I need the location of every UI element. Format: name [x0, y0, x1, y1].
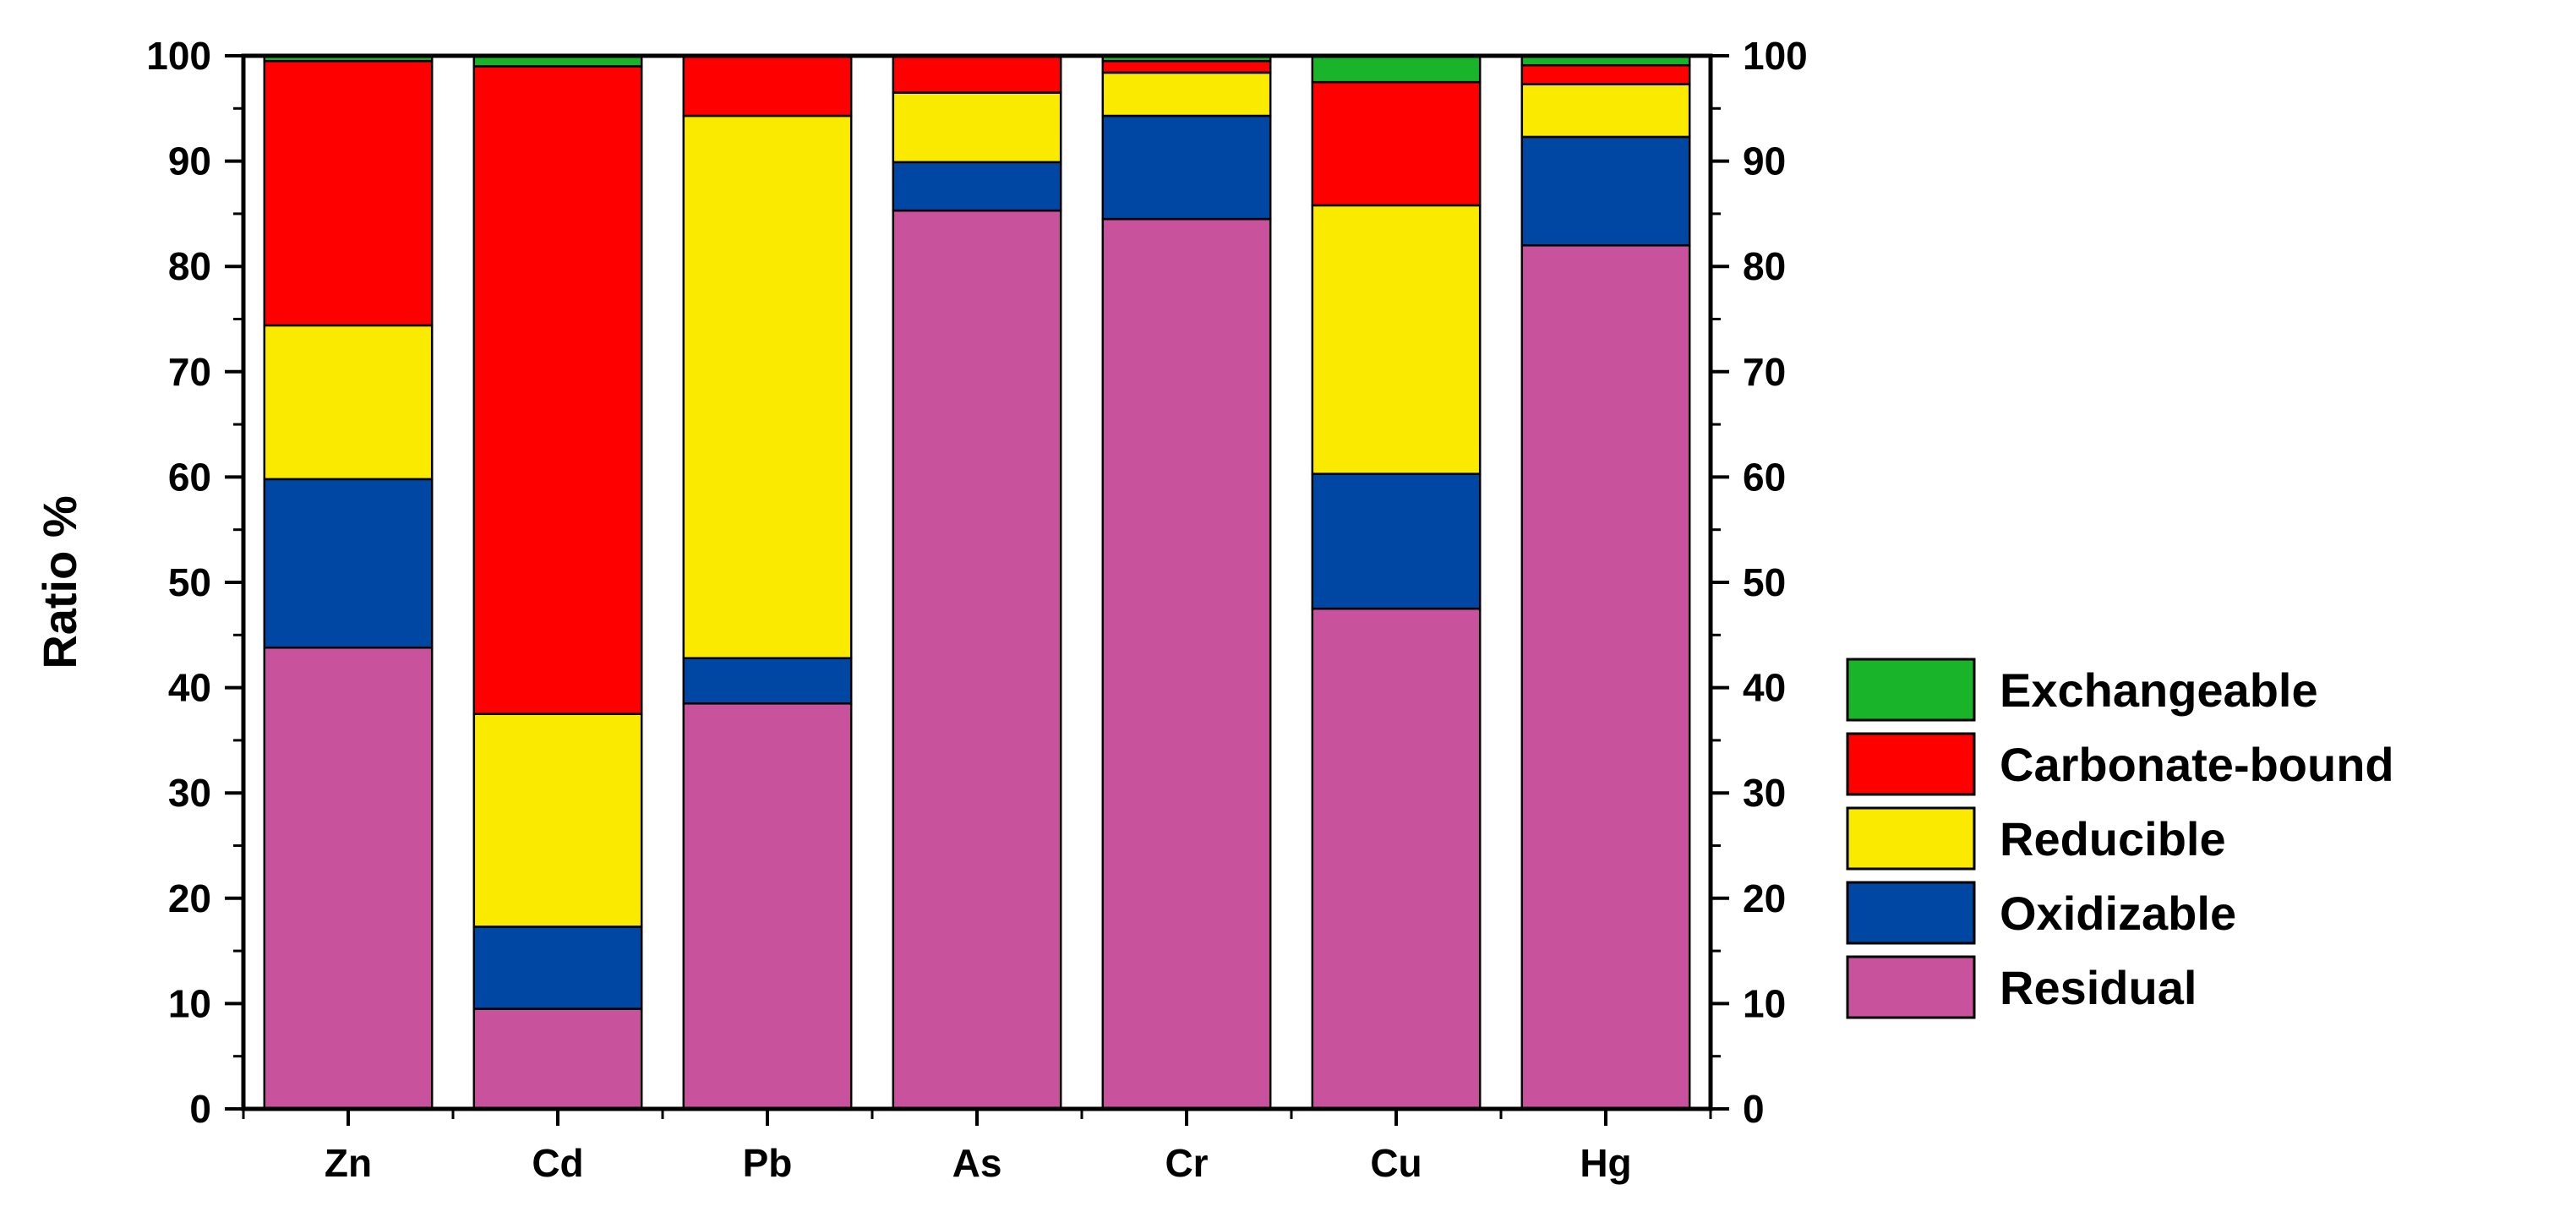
bar-Pb-oxidizable: [682, 657, 853, 705]
y-tick-label-right: 20: [1743, 876, 1786, 920]
y-tick-label-left: 80: [168, 244, 211, 288]
bar-Cu-exchangeable: [1311, 54, 1482, 84]
y-tick-label-left: 20: [168, 876, 211, 920]
y-tick-label-right: 40: [1743, 666, 1786, 710]
bar-Cd-oxidizable: [472, 925, 643, 1010]
bar-Hg-carbonate-bound: [1520, 63, 1691, 85]
x-tick-label-cu: Cu: [1370, 1141, 1422, 1185]
ticks-layer: 0 0 10 10 20 20 30 30 40 40 50 50 60 60 70 70 80 80 90 90 10…: [146, 34, 1808, 1185]
bar-Cr-oxidizable: [1101, 114, 1272, 221]
y-tick-label-left: 0: [189, 1087, 211, 1131]
bar-As-oxidizable: [892, 161, 1062, 212]
y-tick-label-right: 0: [1743, 1087, 1765, 1131]
bars-layer: [263, 54, 1691, 1111]
bar-Hg-oxidizable: [1520, 135, 1691, 247]
y-tick-label-left: 90: [168, 139, 211, 183]
bar-Pb-reducible: [682, 114, 853, 659]
bar-Cd-residual: [472, 1007, 643, 1111]
x-tick-label-cd: Cd: [532, 1141, 583, 1185]
bar-Zn-residual: [263, 647, 434, 1111]
bar-Cu-reducible: [1311, 204, 1482, 475]
y-tick-label-left: 40: [168, 666, 211, 710]
bar-As-residual: [892, 209, 1062, 1111]
legend-swatch-oxidizable: [1846, 881, 1976, 945]
x-tick-label-hg: Hg: [1580, 1141, 1631, 1185]
bar-Cu-residual: [1311, 607, 1482, 1111]
legend: Exchangeable Carbonate-bound Reducible Oxid…: [1846, 658, 2394, 1019]
x-tick-label-zn: Zn: [325, 1141, 372, 1185]
legend-label-reducible: Reducible: [2000, 812, 2226, 865]
bar-Cr-reducible: [1101, 71, 1272, 117]
bar-Cu-oxidizable: [1311, 472, 1482, 610]
x-tick-label-cr: Cr: [1165, 1141, 1208, 1185]
legend-swatch-exchangeable: [1846, 658, 1976, 722]
y-tick-label-left: 70: [168, 350, 211, 394]
y-tick-label-right: 80: [1743, 244, 1786, 288]
y-axis-title: Ratio %: [33, 495, 86, 669]
bar-Cu-carbonate-bound: [1311, 80, 1482, 207]
y-tick-label-right: 60: [1743, 455, 1786, 499]
legend-swatch-reducible: [1846, 806, 1976, 871]
bar-Hg-reducible: [1520, 83, 1691, 139]
y-tick-label-right: 90: [1743, 139, 1786, 183]
legend-label-exchangeable: Exchangeable: [2000, 663, 2318, 717]
bar-Zn-carbonate-bound: [263, 59, 434, 327]
y-tick-label-left: 30: [168, 771, 211, 815]
x-tick-label-pb: Pb: [743, 1141, 793, 1185]
bar-Cd-carbonate-bound: [472, 65, 643, 715]
bar-Zn-reducible: [263, 324, 434, 481]
bar-Cr-residual: [1101, 217, 1272, 1111]
y-tick-label-right: 70: [1743, 350, 1786, 394]
legend-label-carbonate-bound: Carbonate-bound: [2000, 738, 2394, 791]
bar-As-reducible: [892, 91, 1062, 164]
bar-Pb-residual: [682, 702, 853, 1111]
bar-Zn-oxidizable: [263, 478, 434, 649]
y-tick-label-right: 100: [1743, 34, 1808, 78]
legend-swatch-residual: [1846, 955, 1976, 1019]
legend-label-oxidizable: Oxidizable: [2000, 887, 2236, 940]
y-tick-label-right: 10: [1743, 981, 1786, 1025]
y-tick-label-right: 50: [1743, 560, 1786, 604]
x-tick-label-as: As: [952, 1141, 1002, 1185]
y-tick-label-left: 50: [168, 560, 211, 604]
bar-Cr-carbonate-bound: [1101, 59, 1272, 74]
legend-swatch-carbonate-bound: [1846, 732, 1976, 796]
legend-label-residual: Residual: [2000, 961, 2197, 1014]
y-tick-label-left: 60: [168, 455, 211, 499]
y-tick-label-left: 100: [146, 34, 211, 78]
y-tick-label-right: 30: [1743, 771, 1786, 815]
bar-Hg-residual: [1520, 244, 1691, 1111]
bar-Cd-reducible: [472, 712, 643, 928]
bar-Pb-carbonate-bound: [682, 54, 853, 117]
bar-As-carbonate-bound: [892, 54, 1062, 94]
y-tick-label-left: 10: [168, 981, 211, 1025]
